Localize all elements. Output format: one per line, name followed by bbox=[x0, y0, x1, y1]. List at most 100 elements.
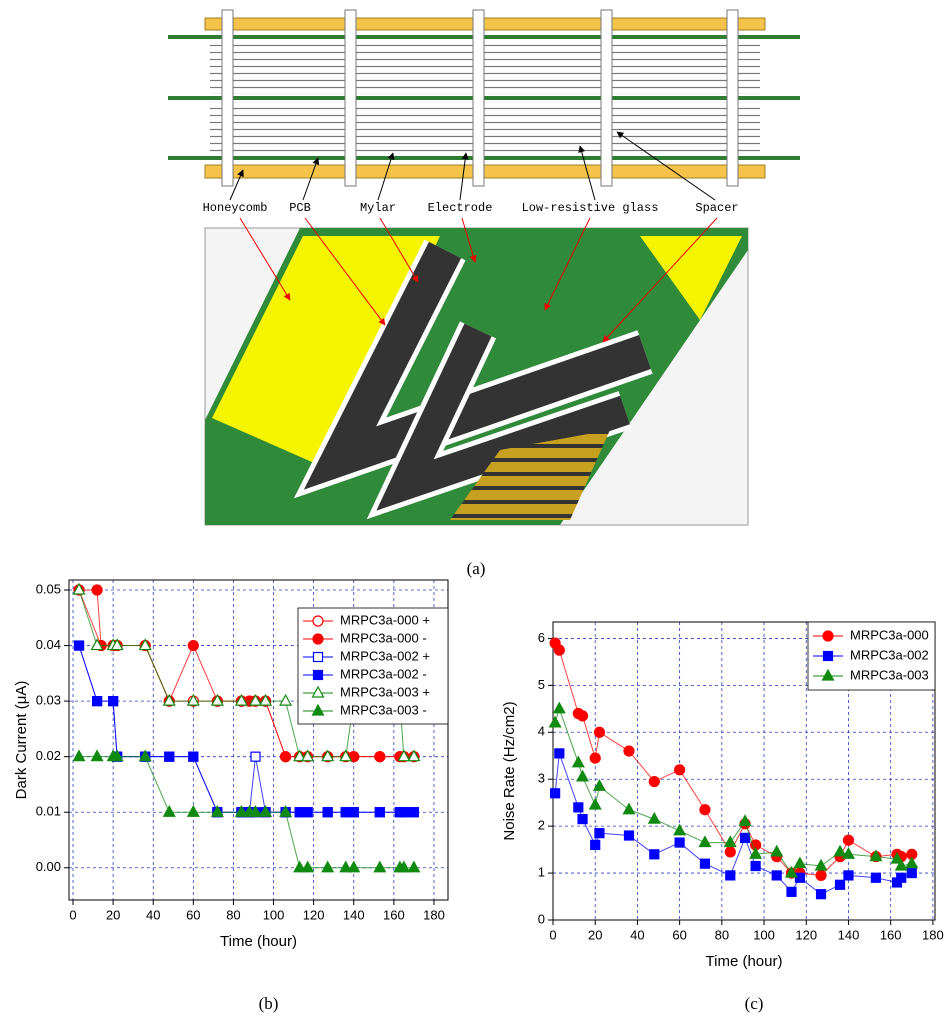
label: Electrode bbox=[428, 201, 493, 215]
marker bbox=[109, 697, 118, 706]
y-tick-label: 5 bbox=[538, 677, 545, 692]
figure: Honeycomb PCB Mylar Electrode Low-resist… bbox=[0, 0, 949, 1033]
marker bbox=[574, 803, 583, 812]
legend-label: MRPC3a-002 + bbox=[340, 648, 430, 663]
legend-label: MRPC3a-003 - bbox=[340, 702, 427, 717]
marker bbox=[907, 869, 916, 878]
marker bbox=[741, 833, 750, 842]
label: Low-resistive glass bbox=[522, 201, 659, 215]
legend-label: MRPC3a-003 + bbox=[340, 684, 430, 699]
marker bbox=[165, 752, 174, 761]
cross-section bbox=[168, 10, 800, 200]
y-tick-label: 0.03 bbox=[36, 693, 61, 708]
marker bbox=[897, 873, 906, 882]
panel-label: (c) bbox=[745, 994, 764, 1013]
marker bbox=[824, 652, 833, 661]
marker bbox=[817, 890, 826, 899]
x-tick-label: 0 bbox=[69, 907, 76, 922]
marker bbox=[313, 616, 323, 626]
marker bbox=[349, 808, 358, 817]
label: Spacer bbox=[695, 201, 738, 215]
marker bbox=[816, 870, 826, 880]
marker bbox=[843, 835, 853, 845]
y-tick-label: 0.02 bbox=[36, 748, 61, 763]
render-3d bbox=[205, 218, 748, 525]
marker bbox=[188, 641, 198, 651]
panel-label: (a) bbox=[467, 559, 486, 578]
legend-label: MRPC3a-000 + bbox=[340, 612, 430, 627]
marker bbox=[594, 727, 604, 737]
marker bbox=[303, 808, 312, 817]
marker bbox=[323, 808, 332, 817]
x-tick-label: 40 bbox=[146, 907, 160, 922]
x-tick-label: 140 bbox=[838, 927, 860, 942]
label: PCB bbox=[289, 201, 311, 215]
marker bbox=[93, 697, 102, 706]
marker bbox=[409, 808, 418, 817]
page: Honeycomb PCB Mylar Electrode Low-resist… bbox=[0, 0, 949, 1033]
legend-label: MRPC3a-003 bbox=[850, 667, 929, 682]
x-tick-label: 160 bbox=[383, 907, 405, 922]
label: Mylar bbox=[360, 201, 396, 215]
marker bbox=[787, 887, 796, 896]
marker bbox=[399, 808, 408, 817]
x-tick-label: 80 bbox=[715, 927, 729, 942]
marker bbox=[795, 873, 804, 882]
marker bbox=[281, 752, 291, 762]
marker bbox=[836, 880, 845, 889]
x-tick-label: 120 bbox=[795, 927, 817, 942]
x-tick-label: 40 bbox=[630, 927, 644, 942]
x-tick-label: 180 bbox=[423, 907, 445, 922]
y-tick-label: 1 bbox=[538, 865, 545, 880]
y-tick-label: 0.01 bbox=[36, 804, 61, 819]
x-tick-label: 100 bbox=[263, 907, 285, 922]
y-tick-label: 4 bbox=[538, 724, 545, 739]
y-tick-label: 6 bbox=[538, 630, 545, 645]
x-tick-label: 80 bbox=[226, 907, 240, 922]
marker bbox=[772, 871, 781, 880]
x-tick-label: 180 bbox=[922, 927, 944, 942]
y-tick-label: 2 bbox=[538, 818, 545, 833]
marker bbox=[578, 815, 587, 824]
marker bbox=[726, 871, 735, 880]
x-tick-label: 0 bbox=[549, 927, 556, 942]
marker bbox=[314, 653, 323, 662]
marker bbox=[251, 752, 260, 761]
marker bbox=[578, 711, 588, 721]
marker bbox=[92, 585, 102, 595]
marker bbox=[591, 840, 600, 849]
y-axis-label: Dark Current (μA) bbox=[13, 681, 30, 800]
marker bbox=[700, 805, 710, 815]
marker bbox=[871, 873, 880, 882]
marker bbox=[675, 765, 685, 775]
y-tick-label: 0.00 bbox=[36, 859, 61, 874]
marker bbox=[555, 749, 564, 758]
marker bbox=[189, 752, 198, 761]
marker bbox=[650, 850, 659, 859]
panel-label: (b) bbox=[259, 994, 279, 1013]
legend-label: MRPC3a-000 bbox=[850, 627, 929, 642]
marker bbox=[314, 671, 323, 680]
marker bbox=[590, 753, 600, 763]
marker bbox=[554, 645, 564, 655]
y-axis-label: Noise Rate (Hz/cm2) bbox=[501, 701, 518, 840]
marker bbox=[375, 808, 384, 817]
marker bbox=[751, 862, 760, 871]
marker bbox=[624, 831, 633, 840]
legend-label: MRPC3a-002 bbox=[850, 647, 929, 662]
x-axis-label: Time (hour) bbox=[706, 953, 783, 970]
marker bbox=[823, 631, 833, 641]
marker bbox=[649, 777, 659, 787]
y-tick-label: 0.04 bbox=[36, 637, 61, 652]
x-tick-label: 120 bbox=[303, 907, 325, 922]
x-tick-label: 60 bbox=[672, 927, 686, 942]
marker bbox=[700, 859, 709, 868]
marker bbox=[75, 641, 84, 650]
marker bbox=[313, 634, 323, 644]
marker bbox=[551, 789, 560, 798]
legend-label: MRPC3a-002 - bbox=[340, 666, 427, 681]
marker bbox=[675, 838, 684, 847]
y-tick-label: 0.05 bbox=[36, 581, 61, 596]
label: Honeycomb bbox=[203, 201, 268, 215]
